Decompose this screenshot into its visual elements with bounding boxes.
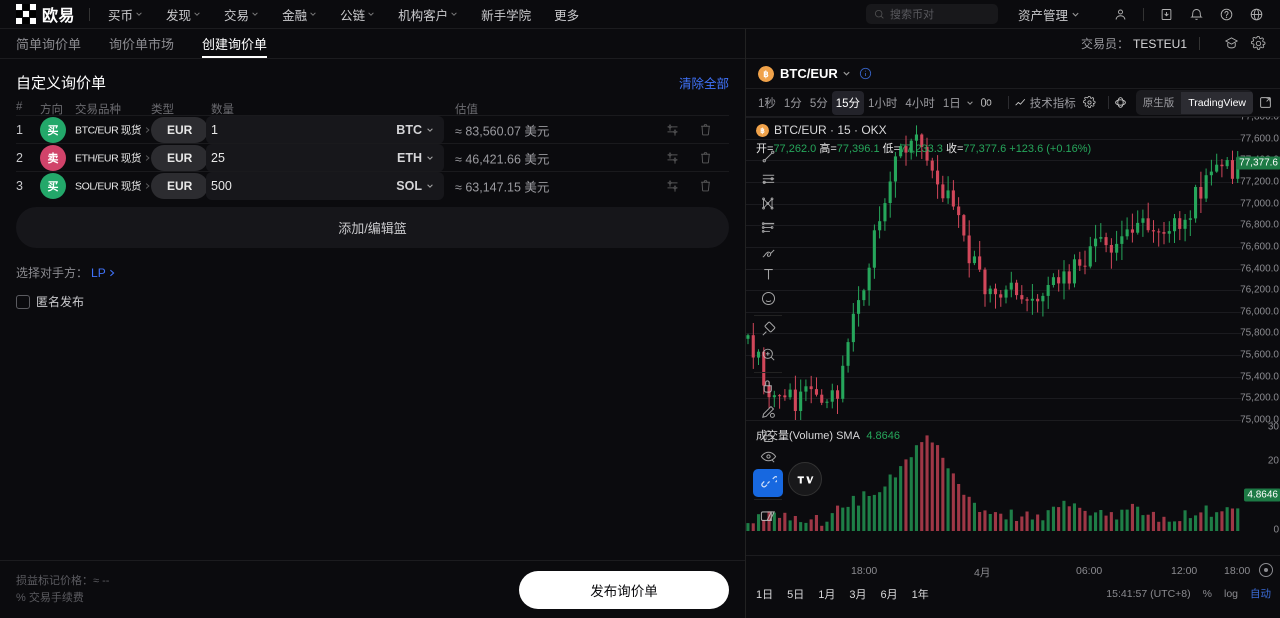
- svg-text:฿: ฿: [763, 69, 769, 79]
